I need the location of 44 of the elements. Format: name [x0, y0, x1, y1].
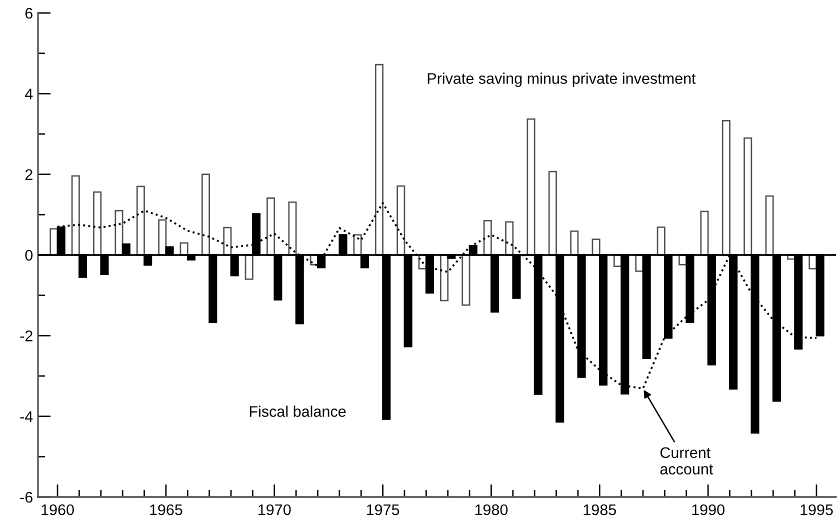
x-tick-label: 1995 [800, 504, 833, 516]
bar [526, 118, 536, 256]
bar [570, 230, 579, 256]
bar [765, 195, 774, 256]
x-tick-label: 1975 [366, 504, 400, 516]
bar [700, 210, 709, 256]
x-tick-label: 1985 [584, 504, 616, 516]
y-tick-label: 6 [25, 8, 32, 19]
bar [244, 254, 254, 280]
annotation: Fiscal balance [250, 406, 346, 417]
y-tick-label: 2 [25, 169, 32, 180]
bar [462, 254, 470, 306]
bar [374, 64, 384, 256]
x-tick-label: 1990 [692, 504, 724, 516]
bar [396, 185, 406, 256]
bar [592, 238, 600, 256]
bar [744, 137, 752, 256]
bar [440, 254, 449, 302]
y-tick-label: -2 [20, 330, 32, 342]
bar [288, 201, 297, 256]
x-tick-label: 1980 [475, 504, 508, 516]
bar [93, 191, 102, 256]
bar [656, 226, 666, 256]
y-tick-label: -6 [20, 492, 32, 503]
y-tick-label: 0 [25, 250, 33, 261]
bar [505, 221, 514, 256]
bar [223, 226, 232, 256]
y-tick-label: 4 [24, 88, 33, 100]
bar [180, 242, 188, 256]
bar [136, 186, 145, 256]
bar [483, 220, 492, 256]
bar [201, 174, 210, 256]
y-tick-label: -4 [20, 411, 33, 422]
bar [71, 175, 80, 256]
x-tick-label: 1965 [150, 504, 182, 516]
bar [722, 120, 730, 256]
annotation: Current account [660, 447, 714, 475]
x-tick-label: 1970 [258, 504, 291, 516]
x-tick-label: 1960 [42, 504, 74, 516]
bar [548, 170, 557, 256]
bar [158, 219, 167, 256]
bar [266, 197, 276, 256]
annotation: Private saving minus private investment [428, 72, 696, 87]
bar [114, 210, 124, 256]
